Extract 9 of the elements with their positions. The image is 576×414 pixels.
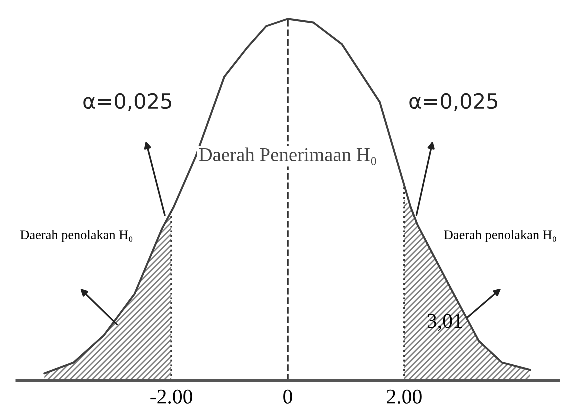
annotation: Daerah penolakan H₀ [20,230,133,242]
annotation: α=0,025 [84,93,172,112]
annotation: 3,01 [428,314,462,332]
annotation: α=0,025 [410,93,498,112]
x-tick-label: 2.00 [387,390,422,404]
x-tick-label: -2.00 [150,390,192,404]
annotation: Daerah penolakan H₀ [444,230,556,242]
x-tick-label: 0 [284,390,292,404]
annotation: Daerah Penerimaan H₀ [199,148,376,166]
